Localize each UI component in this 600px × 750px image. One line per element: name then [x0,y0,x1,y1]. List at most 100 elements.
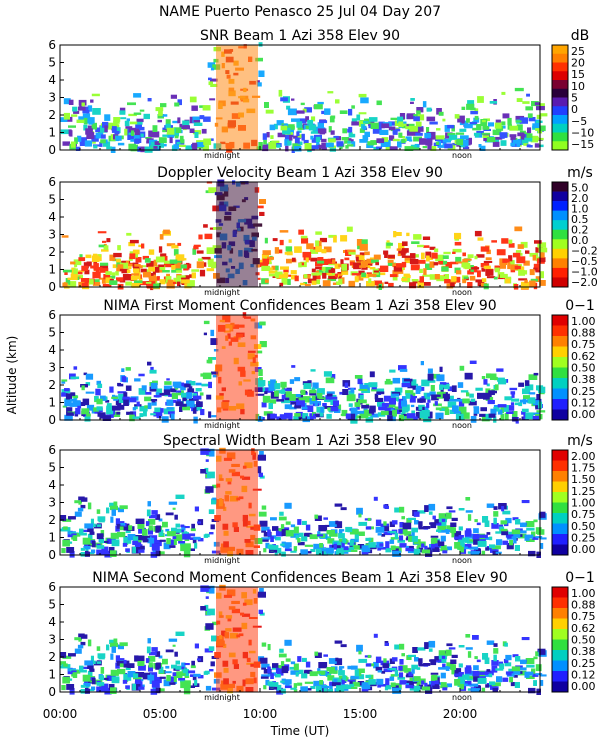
heatmap-cell [109,278,114,281]
heatmap-cell [467,254,474,258]
heatmap-cell [250,318,256,322]
heatmap-cell [69,688,75,695]
heatmap-cell [245,550,254,555]
heatmap-cell [67,281,77,288]
heatmap-cell [429,261,435,268]
heatmap-cell [152,125,158,132]
heatmap-cell [529,280,536,287]
heatmap-cell [208,261,217,268]
heatmap-cell [108,547,115,554]
heatmap-cell [102,141,111,147]
heatmap-cell [344,140,351,144]
heatmap-cell [457,678,465,686]
heatmap-cell [243,87,247,93]
heatmap-cell [246,520,251,526]
heatmap-cell [321,266,326,272]
heatmap-cell [525,412,534,420]
colorbar-label: 1.50 [571,473,596,486]
heatmap-cell [467,282,473,288]
heatmap-cell [62,676,70,684]
heatmap-cell [202,145,209,151]
heatmap-cell [62,518,72,522]
heatmap-cell [267,666,271,674]
heatmap-cell [482,516,489,523]
heatmap-cell [420,361,424,366]
heatmap-cell [387,260,394,263]
heatmap-cell [283,123,289,127]
heatmap-cell [345,526,353,532]
heatmap-cell [530,278,538,282]
heatmap-cell [284,639,292,646]
heatmap-cell [93,407,100,412]
heatmap-cell [143,539,149,542]
heatmap-cell [252,236,257,241]
colorbar-label: 0.12 [571,669,596,682]
colorbar-segment [552,141,568,151]
colorbar-label: 2.00 [571,450,596,463]
heatmap-cell [276,144,281,148]
colorbar-label: 0.00 [571,543,596,556]
heatmap-cell [194,146,204,149]
heatmap-cell [447,401,457,408]
heatmap-cell [398,365,407,371]
heatmap-cell [258,369,263,376]
heatmap-cell [494,376,498,381]
heatmap-cell [305,257,309,263]
heatmap-cell [357,377,363,385]
heatmap-cell [193,673,201,677]
heatmap-cell [301,133,305,141]
heatmap-cell [393,266,402,272]
heatmap-cell [175,665,182,670]
heatmap-cell [419,138,426,145]
heatmap-cell [327,258,334,264]
heatmap-cell [321,548,330,552]
heatmap-cell [115,655,120,663]
heatmap-cell [148,519,156,525]
heatmap-cell [209,227,216,230]
marker-noon: noon [452,693,472,702]
colorbar-label: 0.62 [571,350,596,363]
heatmap-cell [249,240,255,247]
heatmap-cell [373,270,379,273]
heatmap-cell [148,276,157,282]
heatmap-cell [272,526,279,531]
heatmap-cell [333,235,337,243]
heatmap-cell [526,675,535,679]
figure-title: NAME Puerto Penasco 25 Jul 04 Day 207 [159,4,441,20]
heatmap-cell [147,674,155,681]
heatmap-cell [398,665,403,671]
heatmap-cell [109,254,116,261]
heatmap-cell [354,276,359,283]
colorbar-segment [552,97,568,107]
heatmap-cell [65,393,73,400]
panels: SNR Beam 1 Azi 358 Elev 90 dB0123456midni… [48,28,597,702]
heatmap-cell [375,519,382,526]
heatmap-cell [405,123,415,127]
heatmap-cell [219,233,228,241]
heatmap-cell [297,519,302,525]
heatmap-cell [341,541,345,549]
heatmap-cell [424,682,428,688]
heatmap-cell [311,387,316,392]
heatmap-cell [473,412,478,416]
heatmap-cell [503,405,509,412]
colorbar: 1.000.880.750.620.500.380.250.120.00 [551,586,596,693]
heatmap-cell [261,663,270,668]
y-tick-label: 2 [48,245,56,259]
heatmap-cell [510,136,516,141]
heatmap-cell [72,106,78,112]
heatmap-cell [302,396,311,403]
heatmap-cell [69,551,75,558]
heatmap-cell [446,662,454,667]
heatmap-cell [290,533,300,538]
heatmap-cell [247,223,255,229]
heatmap-cell [187,280,195,287]
heatmap-cell [216,455,222,462]
y-tick-label: 6 [48,38,56,52]
heatmap-cell [259,341,267,348]
heatmap-cell [336,281,340,285]
heatmap-cell [314,652,322,658]
heatmap-cell [458,645,465,648]
heatmap-cell [115,135,122,141]
heatmap-cell [261,667,266,670]
